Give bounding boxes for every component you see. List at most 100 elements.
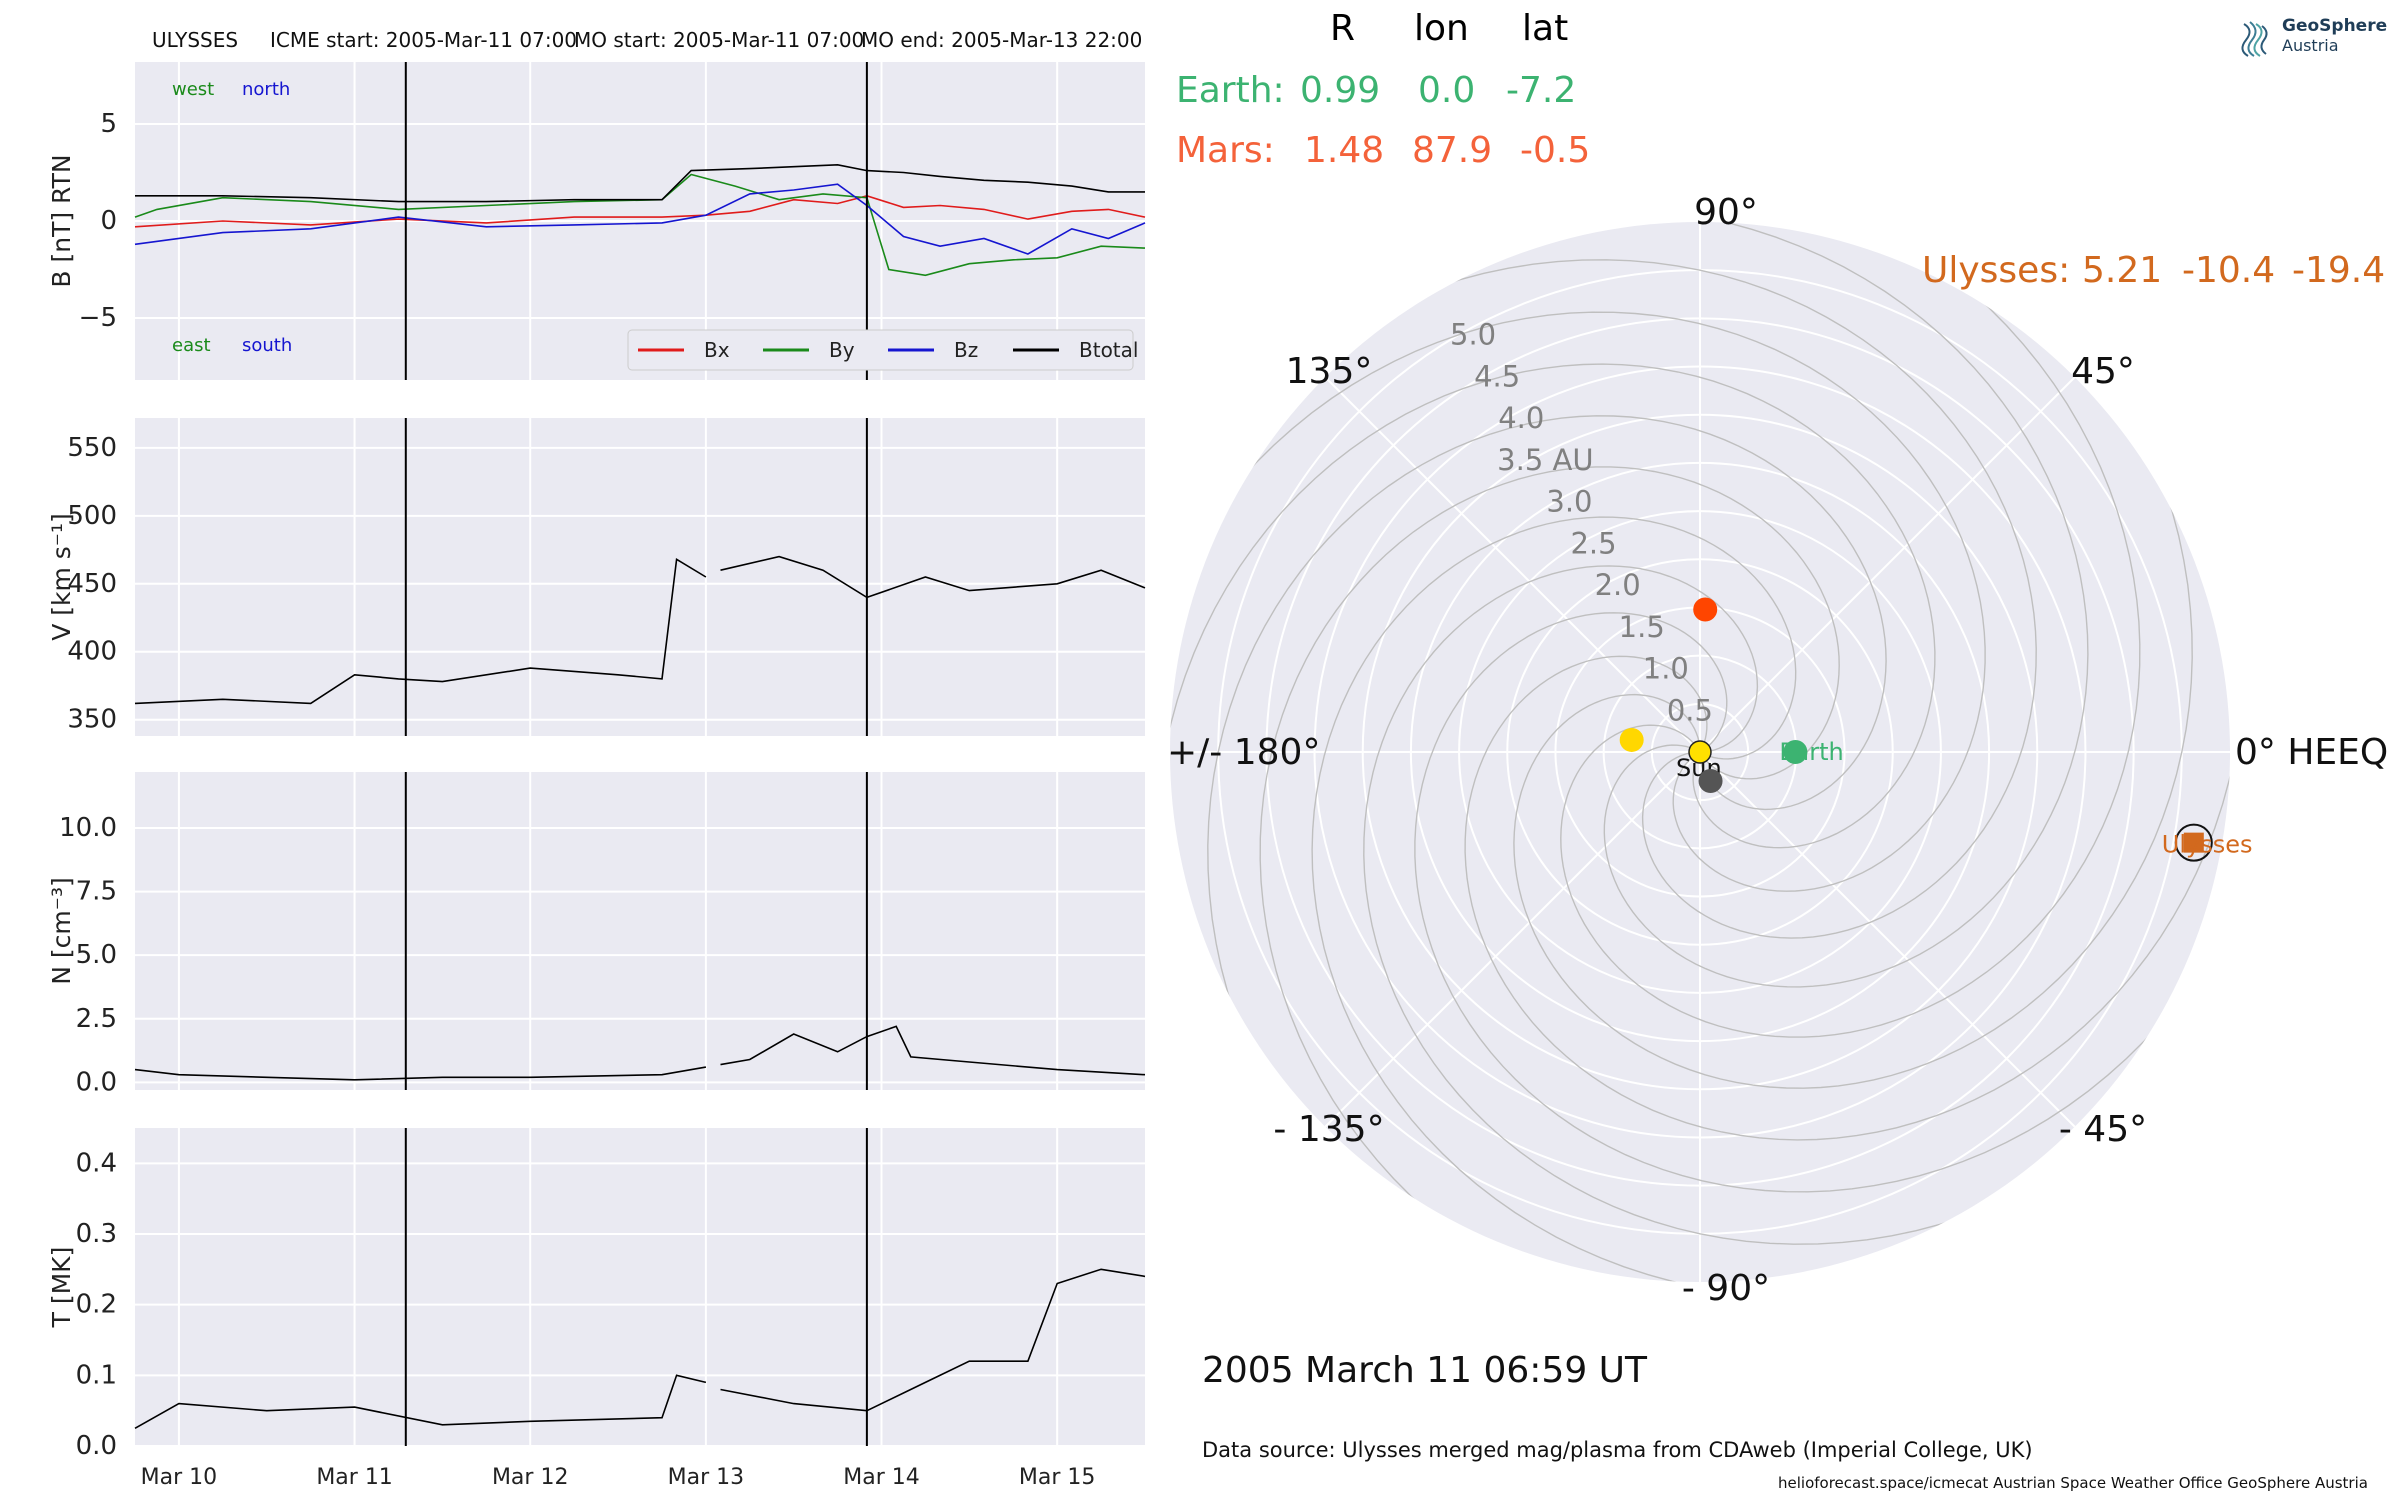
parker-spiral-line	[1434, 259, 2037, 939]
y-tick-label: 400	[67, 637, 117, 667]
legend-label-Btotal: Btotal	[1079, 338, 1138, 362]
y-axis-label: B [nT] RTN	[47, 154, 76, 287]
legend-box	[627, 329, 1134, 371]
legend-label-Bx: Bx	[704, 338, 730, 362]
plot-background	[135, 772, 1145, 1090]
earth-r: 0.99	[1300, 70, 1381, 111]
time-series-panels: 5 0 −5B [nT] RTN west north east south Bx By Bz Bt…	[47, 62, 1146, 1490]
angle-label: 135°	[1286, 351, 1373, 392]
body-ulysses-marker	[2183, 832, 2204, 853]
series-Bx-line	[134, 194, 1146, 228]
angle-label: - 45°	[2059, 1109, 2147, 1150]
mars-r: 1.48	[1304, 130, 1385, 171]
footer: helioforecast.space/icmecat Austrian Spa…	[1778, 1474, 2368, 1492]
radial-tick-label: 4.0	[1498, 401, 1544, 435]
x-tick-label: Mar 15	[1019, 1465, 1096, 1490]
y-tick-label: 5	[100, 109, 117, 139]
body-mercury-marker	[1698, 768, 1723, 793]
body-ulysses-ring	[2174, 823, 2213, 862]
series-V-line	[134, 555, 1146, 705]
parker-spirals	[1170, 222, 2230, 1282]
y-tick-label: 450	[67, 569, 117, 599]
header-spacecraft: ULYSSES	[152, 28, 239, 52]
radial-tick-label: 5.0	[1450, 318, 1496, 352]
y-tick-label: 500	[67, 501, 117, 531]
body-venus-marker	[1619, 727, 1644, 752]
series-Btotal-line	[135, 163, 1145, 203]
header-icme-start: ICME start: 2005-Mar-11 07:00	[270, 28, 578, 52]
plot-background	[135, 418, 1145, 736]
radial-tick-label: 3.5 AU	[1497, 443, 1593, 477]
x-tick-label: Mar 11	[316, 1465, 393, 1490]
corner-label-north: north	[242, 79, 290, 100]
legend-label-Bz: Bz	[954, 338, 978, 362]
x-tick-label: Mar 10	[141, 1465, 218, 1490]
y-tick-label: 0.0	[76, 1067, 117, 1097]
body-earth-marker	[1783, 740, 1808, 764]
y-tick-label: 2.5	[76, 1004, 117, 1034]
radial-tick-label: 1.0	[1643, 652, 1689, 686]
y-tick-label: 0.4	[76, 1148, 117, 1178]
parker-spiral-line	[1170, 363, 1936, 849]
y-tick-label: 5.0	[76, 940, 117, 970]
panel-temperature: 0.4 0.3 0.2 0.1 0.0 T [MK] Mar 10 Mar 11 Mar 12 M…	[47, 1128, 1146, 1490]
x-tick-label: Mar 12	[492, 1465, 569, 1490]
ulysses-label: Ulysses:	[1922, 250, 2071, 291]
series-T-line	[134, 1268, 1146, 1429]
plot-background	[135, 1128, 1145, 1446]
logo-line1: GeoSphere	[2282, 16, 2388, 36]
parker-spiral-line	[1311, 516, 1797, 1282]
parker-spiral-line	[1560, 289, 2141, 1038]
ulysses-lon: -10.4	[2182, 250, 2276, 291]
series-Bz-line	[134, 183, 1146, 255]
y-tick-label: 0.0	[76, 1431, 117, 1461]
corner-label-south: south	[242, 335, 292, 356]
logo-line2: Austria	[2282, 36, 2339, 55]
parker-spiral-line	[1363, 565, 1966, 1245]
y-tick-label: −5	[79, 303, 117, 333]
panel-density: 10.0 7.5 5.0 2.5 0.0 N [cm⁻³]	[47, 772, 1146, 1097]
ulysses-lat: -19.4	[2292, 250, 2386, 291]
panel-speed: 550 500 450 400 350 V [km s⁻¹]	[47, 418, 1146, 736]
body-ulysses-label: Ulysses	[2162, 831, 2253, 859]
data-source: Data source: Ulysses merged mag/plasma f…	[1202, 1438, 2033, 1462]
legend: Bx By Bz Btotal	[627, 329, 1138, 371]
earth-lat: -7.2	[1506, 70, 1577, 111]
angle-label: - 135°	[1273, 1109, 1384, 1150]
mars-lon: 87.9	[1412, 130, 1493, 171]
y-tick-label: 10.0	[59, 813, 117, 843]
col-r-header: R	[1330, 8, 1356, 49]
y-tick-label: 0.2	[76, 1290, 117, 1320]
radial-tick-label: 0.5	[1667, 693, 1713, 727]
body-sun-marker	[1688, 740, 1712, 764]
header-mo-start: MO start: 2005-Mar-11 07:00	[574, 28, 865, 52]
col-lat-header: lat	[1522, 8, 1569, 49]
parker-spiral-line	[1259, 466, 1840, 1215]
parker-spiral-line	[1207, 415, 1887, 1018]
parker-spiral-line	[1237, 311, 1986, 892]
earth-label: Earth:	[1176, 70, 1285, 111]
y-tick-label: 0.1	[76, 1360, 117, 1390]
angle-label: 45°	[2071, 351, 2135, 392]
corner-label-east: east	[172, 335, 211, 356]
y-tick-label: 350	[67, 705, 117, 735]
radial-tick-label: 2.0	[1595, 568, 1641, 602]
col-lon-header: lon	[1414, 8, 1469, 49]
x-tick-label: Mar 13	[668, 1465, 745, 1490]
x-tick-label: Mar 14	[843, 1465, 920, 1490]
polar-position-plot: 0.5 1.0 1.5 2.0 2.5 3.0 3.5 AU 4.0 4.5 5.0 0° HEEQ…	[1170, 192, 2388, 1309]
radial-tick-label: 3.0	[1546, 485, 1592, 519]
radial-tick-label: 1.5	[1619, 610, 1665, 644]
geosphere-logo: GeoSphere Austria	[2236, 14, 2388, 62]
y-tick-label: 550	[67, 433, 117, 463]
geosphere-logo-icon	[2241, 21, 2268, 57]
angle-label: 90°	[1694, 192, 1758, 233]
parker-spiral-line	[1513, 486, 2193, 1089]
timestamp: 2005 March 11 06:59 UT	[1202, 1350, 1648, 1391]
y-axis-label: N [cm⁻³]	[47, 877, 76, 984]
angle-label: - 90°	[1682, 1268, 1770, 1309]
ulysses-r: 5.21	[2082, 250, 2163, 291]
mars-lat: -0.5	[1520, 130, 1591, 171]
parker-spiral-line	[1603, 222, 2089, 988]
body-earth-label: Earth	[1779, 738, 1843, 766]
